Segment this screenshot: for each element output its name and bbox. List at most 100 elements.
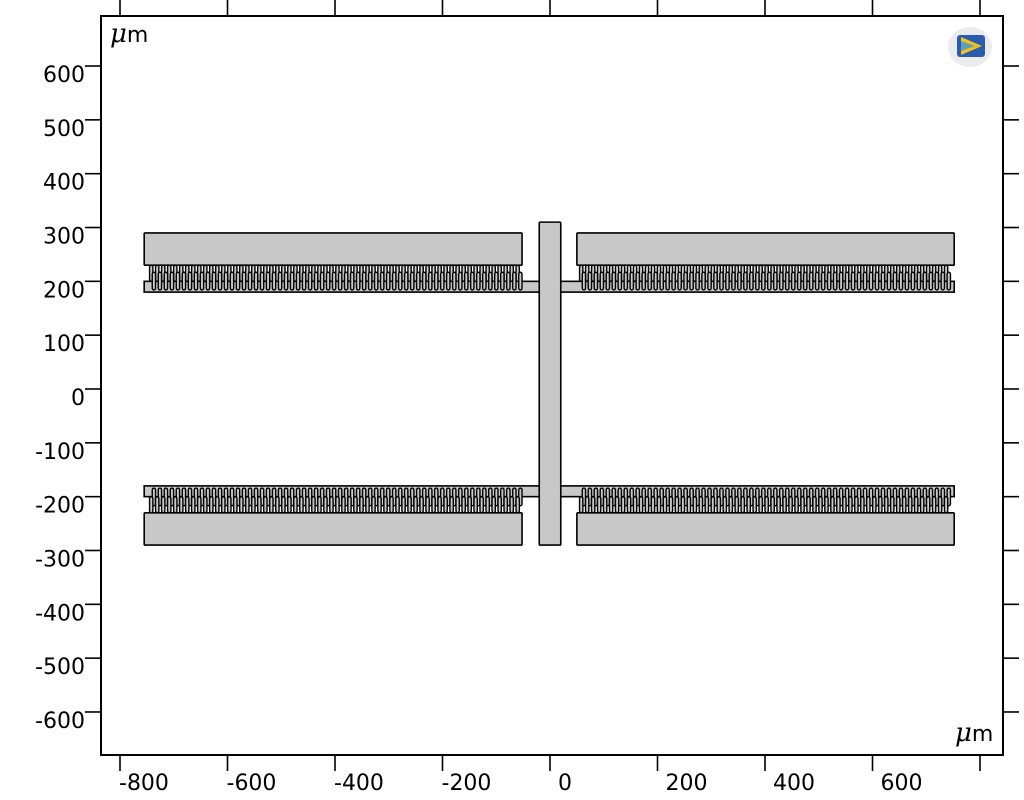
comb-finger (467, 495, 472, 514)
comb-finger (365, 495, 370, 514)
comb-finger (698, 495, 704, 514)
comb-finger (325, 271, 331, 291)
comb-finger (512, 271, 517, 291)
comb-finger (157, 271, 163, 291)
comb-finger (371, 495, 376, 514)
comb-finger (379, 271, 385, 291)
comb-finger (190, 495, 196, 514)
comb-finger (229, 271, 235, 291)
comb-finger (383, 495, 388, 514)
comb-finger (614, 495, 620, 514)
comb-finger (946, 271, 952, 291)
comb-finger (515, 495, 521, 514)
comb-finger (463, 271, 469, 291)
y-tick-label: -200 (35, 494, 85, 519)
comb-finger (487, 271, 493, 291)
comb-finger (635, 271, 641, 291)
comb-finger (160, 495, 166, 514)
comb-finger (916, 271, 922, 291)
comb-finger (445, 271, 451, 291)
comb-finger (181, 271, 187, 291)
comb-finger (596, 495, 602, 514)
comb-finger (313, 271, 319, 291)
comb-finger (692, 495, 698, 514)
mems-comb-drive-geometry[interactable] (143, 221, 956, 546)
comb-finger (778, 271, 784, 291)
comb-finger (475, 271, 481, 291)
comb-finger (910, 271, 916, 291)
comb-finger (770, 495, 775, 514)
comb-finger (151, 271, 157, 291)
comb-finger (599, 271, 605, 291)
comb-finger (683, 271, 688, 291)
comb-finger (184, 495, 190, 514)
comb-finger (659, 271, 665, 291)
comb-finger (919, 495, 925, 514)
comsol-logo-icon (948, 27, 992, 67)
comb-finger (719, 271, 724, 291)
stator-pad (576, 512, 956, 546)
comb-finger (331, 271, 337, 291)
comb-finger (608, 495, 614, 514)
comb-finger (413, 495, 418, 514)
comb-finger (457, 271, 463, 291)
comb-finger (731, 271, 736, 291)
comb-finger (904, 271, 910, 291)
y-tick-label: 400 (43, 171, 85, 196)
comb-finger (433, 271, 439, 291)
comb-finger (931, 495, 937, 514)
comb-finger (323, 495, 328, 514)
comb-finger (826, 271, 832, 291)
comb-finger (469, 271, 475, 291)
comb-finger (668, 495, 674, 514)
unit-label-bottom: μm (955, 718, 993, 748)
y-tick-label: 500 (43, 117, 85, 142)
y-tick-label: 0 (71, 386, 85, 411)
comb-finger (451, 271, 457, 291)
x-tick-label: -800 (119, 771, 169, 796)
comb-finger (226, 495, 232, 514)
comb-finger (689, 271, 694, 291)
comb-finger (419, 495, 424, 514)
comb-finger (850, 271, 856, 291)
comb-finger (656, 495, 662, 514)
comb-finger (641, 271, 647, 291)
x-tick-label: 400 (773, 771, 815, 796)
comb-finger (449, 495, 454, 514)
comb-finger (389, 495, 394, 514)
beam-junction (540, 486, 560, 496)
comb-finger (871, 495, 877, 514)
plot-frame (100, 15, 1004, 756)
comb-finger (824, 495, 829, 514)
comb-finger (794, 495, 799, 514)
comb-finger (335, 495, 340, 514)
comb-finger (755, 271, 760, 291)
comb-finger (367, 271, 373, 291)
comb-finger (784, 271, 790, 291)
comb-finger (707, 271, 712, 291)
comb-finger (653, 271, 659, 291)
comb-finger (235, 271, 241, 291)
comb-finger (244, 495, 250, 514)
y-tick-label: 300 (43, 225, 85, 250)
comb-finger (289, 271, 295, 291)
comb-finger (163, 271, 169, 291)
comb-finger (409, 271, 415, 291)
comb-finger (193, 271, 199, 291)
comb-finger (178, 495, 184, 514)
comb-finger (319, 271, 325, 291)
comb-finger (377, 495, 382, 514)
y-tick-label: 100 (43, 332, 85, 357)
comb-finger (473, 495, 478, 514)
comb-finger (728, 495, 734, 514)
comb-finger (211, 271, 217, 291)
comb-finger (862, 271, 868, 291)
comb-finger (695, 271, 700, 291)
comb-finger (407, 495, 412, 514)
comb-finger (427, 271, 433, 291)
comb-finger (293, 495, 298, 514)
comb-finger (889, 495, 895, 514)
comb-finger (812, 495, 817, 514)
